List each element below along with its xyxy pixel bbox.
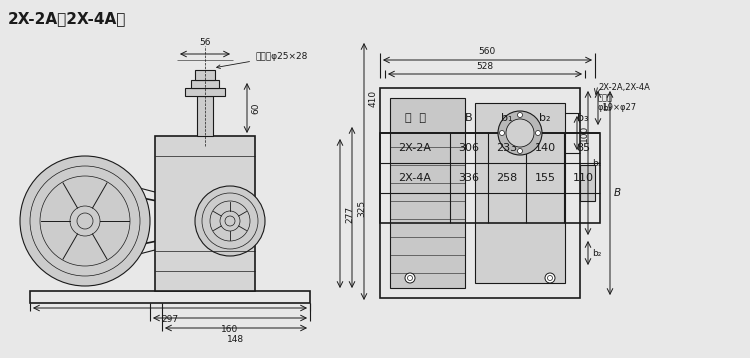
Text: b₃: b₃ bbox=[578, 113, 589, 123]
Text: 528: 528 bbox=[476, 62, 494, 71]
Text: φ19×φ27: φ19×φ27 bbox=[598, 103, 637, 112]
Text: 233: 233 bbox=[496, 143, 517, 153]
Text: 型  号: 型 号 bbox=[404, 113, 425, 123]
Text: 100: 100 bbox=[580, 124, 589, 142]
Circle shape bbox=[506, 119, 534, 147]
Text: b₂: b₂ bbox=[592, 248, 602, 257]
Text: 2X-2A，2X-4A型: 2X-2A，2X-4A型 bbox=[8, 11, 127, 26]
Bar bbox=[380, 133, 600, 223]
Text: 258: 258 bbox=[496, 173, 517, 183]
Text: 306: 306 bbox=[458, 143, 479, 153]
Bar bbox=[475, 103, 565, 283]
Text: b₂: b₂ bbox=[539, 113, 550, 123]
Text: 2X-4A: 2X-4A bbox=[398, 173, 431, 183]
Circle shape bbox=[20, 156, 150, 286]
Bar bbox=[380, 88, 580, 298]
Circle shape bbox=[500, 131, 505, 135]
Bar bbox=[390, 98, 465, 288]
Text: 336: 336 bbox=[458, 173, 479, 183]
Text: 85: 85 bbox=[576, 143, 590, 153]
Text: 277: 277 bbox=[345, 205, 354, 223]
Bar bbox=[155, 136, 255, 291]
Circle shape bbox=[518, 149, 523, 154]
Text: 297: 297 bbox=[161, 315, 178, 324]
Text: 410: 410 bbox=[369, 90, 378, 107]
Text: b₁: b₁ bbox=[501, 113, 513, 123]
Text: b₃: b₃ bbox=[602, 103, 611, 112]
Text: 155: 155 bbox=[535, 173, 556, 183]
Text: 60: 60 bbox=[251, 102, 260, 114]
Circle shape bbox=[545, 273, 555, 283]
Bar bbox=[30, 291, 310, 303]
Text: 110: 110 bbox=[572, 173, 593, 183]
Text: B: B bbox=[614, 188, 621, 198]
Text: 560: 560 bbox=[478, 47, 496, 56]
Circle shape bbox=[195, 186, 265, 256]
Circle shape bbox=[536, 131, 541, 135]
Bar bbox=[185, 88, 225, 96]
Circle shape bbox=[518, 112, 523, 117]
Text: 325: 325 bbox=[357, 199, 366, 217]
Bar bbox=[197, 96, 213, 136]
Bar bbox=[580, 165, 595, 201]
Text: 56: 56 bbox=[200, 38, 211, 47]
Circle shape bbox=[498, 111, 542, 155]
Bar bbox=[191, 80, 219, 88]
Text: 148: 148 bbox=[227, 335, 244, 344]
Text: 2X-2A,2X-4A
排气管: 2X-2A,2X-4A 排气管 bbox=[598, 83, 650, 102]
Text: 进气管φ25×28: 进气管φ25×28 bbox=[217, 52, 308, 68]
Circle shape bbox=[405, 273, 415, 283]
Text: 2X-2A: 2X-2A bbox=[398, 143, 431, 153]
Text: B: B bbox=[465, 113, 472, 123]
Text: 140: 140 bbox=[535, 143, 556, 153]
Bar bbox=[195, 70, 215, 80]
Text: b₁: b₁ bbox=[592, 159, 602, 168]
Text: 160: 160 bbox=[221, 325, 238, 334]
